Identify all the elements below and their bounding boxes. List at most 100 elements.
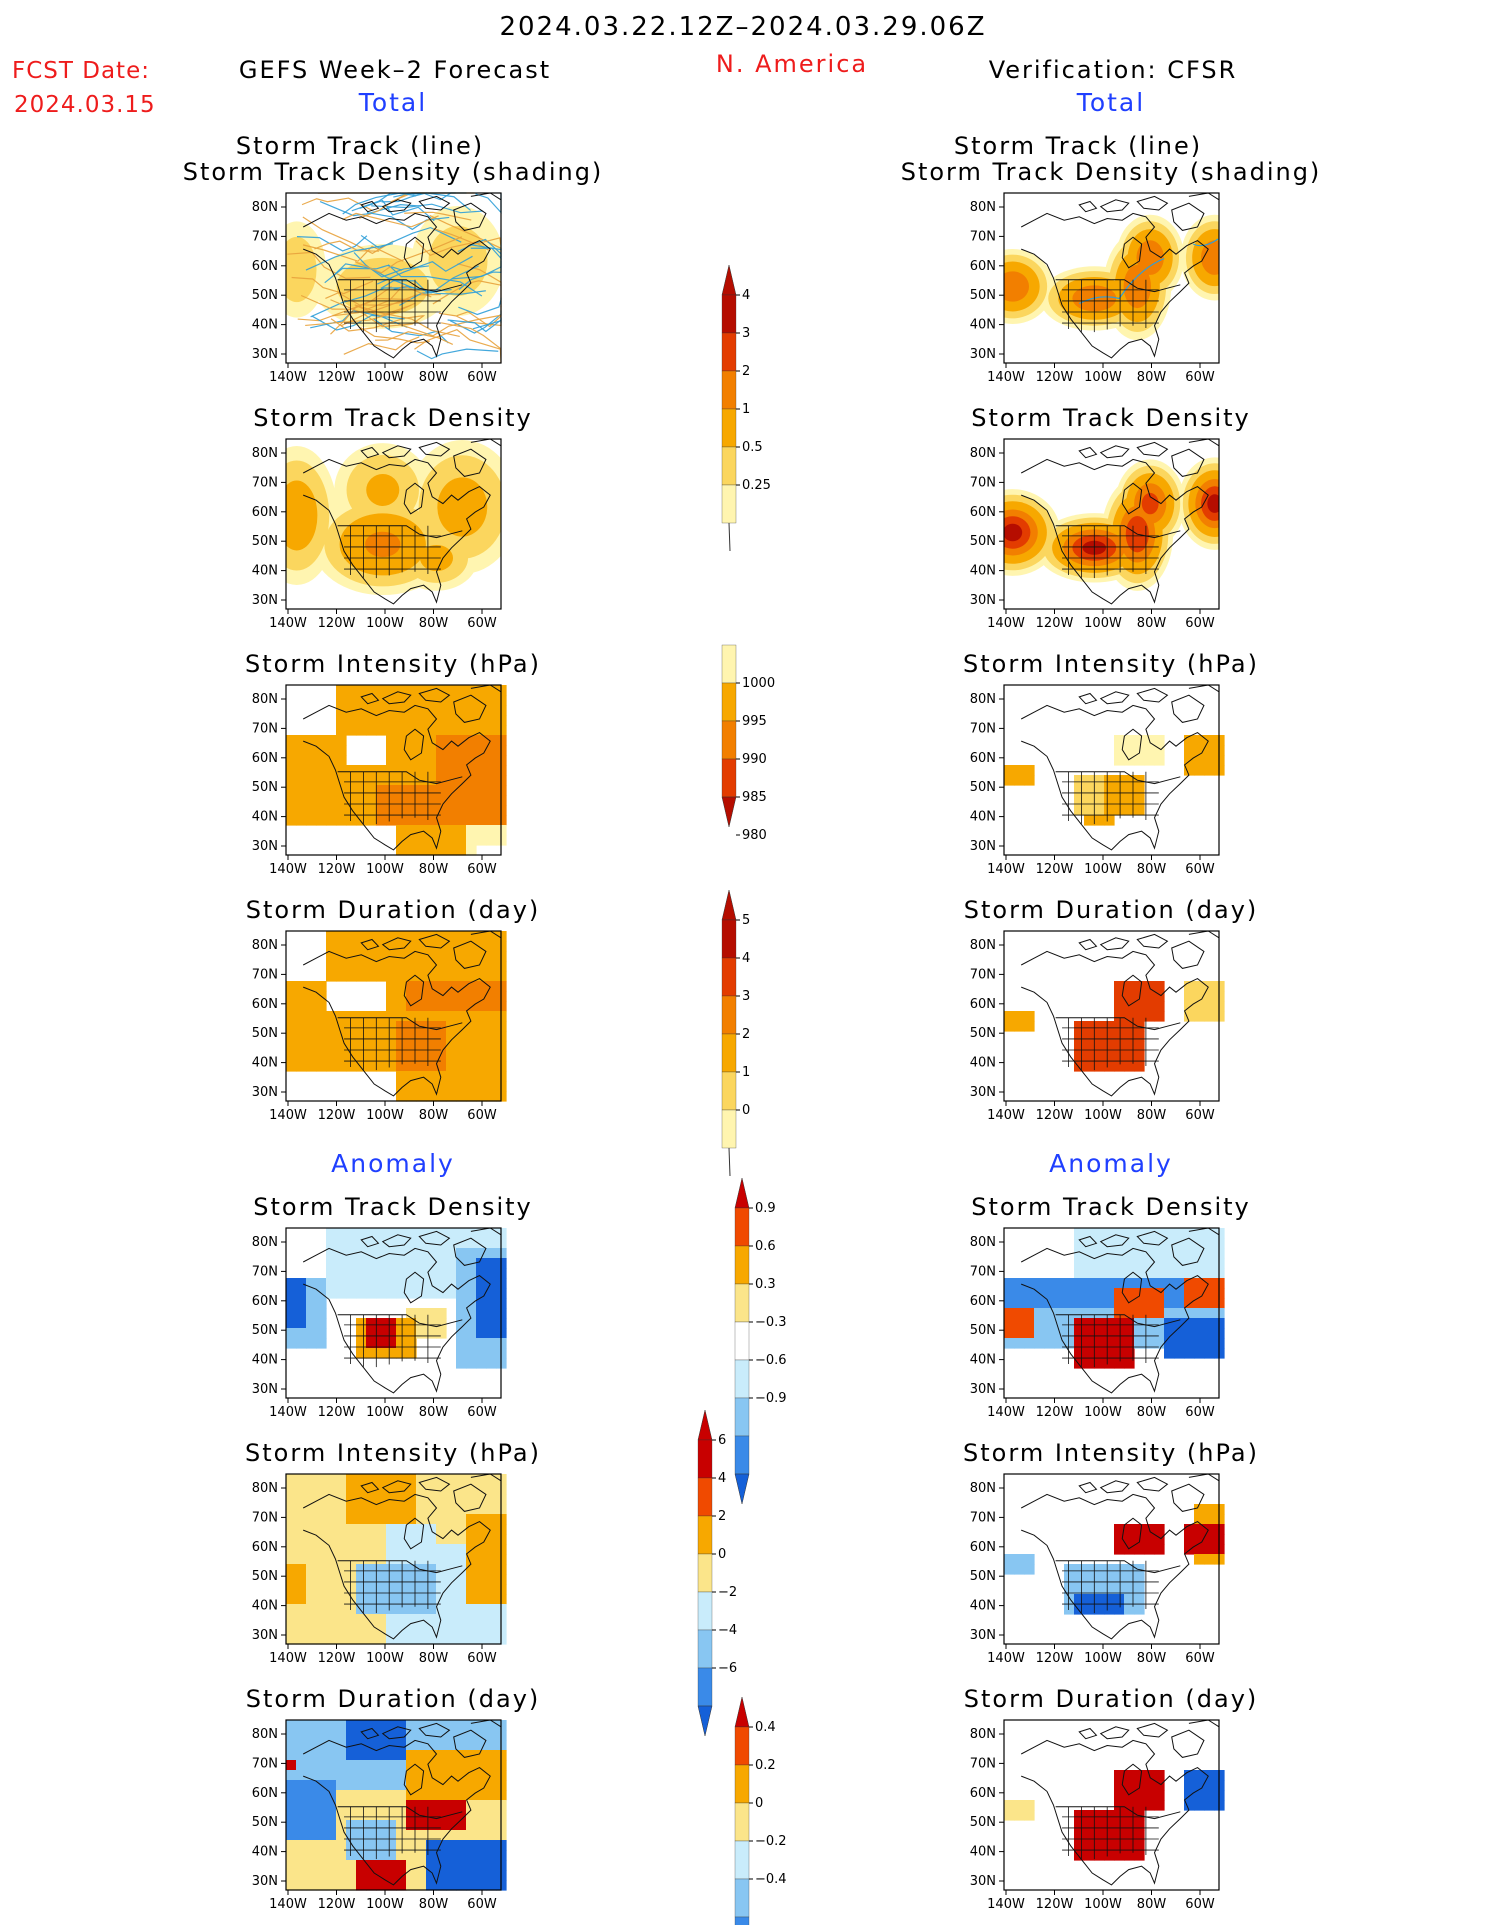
hudson-bay <box>1121 1763 1143 1796</box>
grid-cell <box>456 1514 467 1525</box>
grid-cell <box>486 735 497 746</box>
grid-cell <box>406 1730 417 1741</box>
border-line <box>1055 1560 1181 1574</box>
grid-cell <box>1124 1780 1135 1791</box>
storm-track-line <box>416 348 499 360</box>
grid-cell <box>436 1720 447 1731</box>
grid-cell <box>416 735 427 746</box>
grid-cell <box>1124 1318 1135 1329</box>
grid-cell <box>1044 1318 1055 1329</box>
grid-cell <box>1154 1268 1165 1279</box>
grid-cell <box>1204 745 1215 756</box>
grid-cell <box>316 1730 327 1741</box>
grid-cell <box>346 961 357 972</box>
grid-cell <box>296 755 307 766</box>
grid-cell <box>356 1574 367 1585</box>
grid-cell <box>1134 1830 1145 1841</box>
grid-cell <box>1114 1574 1125 1585</box>
grid-cell <box>376 1780 387 1791</box>
forecast-duration-lon-label: 60W <box>467 1108 497 1123</box>
forecast-anomaly-intensity-lat-label: 40N <box>252 1599 278 1614</box>
colorbar-segment <box>734 1245 750 1285</box>
grid-cell <box>356 1248 367 1259</box>
grid-cell <box>396 1634 407 1645</box>
grid-cell <box>366 1750 377 1761</box>
grid-cell <box>1024 1564 1035 1575</box>
forecast-duration-lat-label: 40N <box>252 1056 278 1071</box>
grid-cell <box>386 805 397 816</box>
grid-cell <box>1084 775 1095 786</box>
grid-cell <box>446 1091 457 1102</box>
grid-cell <box>1104 1338 1115 1349</box>
grid-cell <box>326 1840 337 1851</box>
grid-cell <box>1024 1318 1035 1329</box>
grid-cell <box>406 1268 417 1279</box>
grid-cell <box>306 1554 317 1565</box>
grid-cell <box>436 1800 447 1811</box>
forecast-intensity-lon-label: 120W <box>318 862 356 877</box>
grid-cell <box>1154 991 1165 1002</box>
grid-cell <box>406 1338 417 1349</box>
arctic-island <box>418 933 451 949</box>
forecast-duration-frame <box>285 930 502 1102</box>
grid-cell <box>296 1001 307 1012</box>
forecast-anomaly-intensity-lat-label: 60N <box>252 1540 278 1555</box>
grid-cell <box>416 951 427 962</box>
grid-cell <box>456 1760 467 1771</box>
grid-cell <box>326 775 337 786</box>
grid-cell <box>1104 1348 1115 1359</box>
grid-cell <box>386 695 397 706</box>
grid-cell <box>1084 1031 1095 1042</box>
forecast-intensity-lat-label: 30N <box>252 839 278 854</box>
grid-cell <box>486 825 497 836</box>
grid-cell <box>306 1514 317 1525</box>
grid-cell <box>1014 1810 1025 1821</box>
grid-cell <box>346 1238 357 1249</box>
grid-cell <box>446 1544 457 1555</box>
grid-cell <box>1144 1248 1155 1259</box>
grid-cell <box>476 1318 487 1329</box>
grid-cell <box>1134 1011 1145 1022</box>
grid-cell <box>1154 755 1165 766</box>
grid-cell <box>446 1238 457 1249</box>
grid-cell <box>476 1504 487 1515</box>
grid-cell <box>1124 1584 1135 1595</box>
grid-cell <box>446 1248 457 1259</box>
grid-cell <box>446 1071 457 1082</box>
grid-cell <box>456 795 467 806</box>
verification-track-line-lon-label: 80W <box>1137 370 1167 385</box>
grid-cell <box>366 1840 377 1851</box>
grid-cell <box>346 815 357 826</box>
grid-cell <box>1194 1514 1205 1525</box>
verification-anomaly-density-lon-label: 60W <box>1185 1405 1215 1420</box>
grid-cell <box>316 1554 327 1565</box>
grid-cell <box>1074 1328 1085 1339</box>
grid-cell <box>456 1484 467 1495</box>
grid-cell <box>376 1830 387 1841</box>
grid-cell <box>386 1554 397 1565</box>
arctic-island <box>360 1481 380 1494</box>
grid-cell <box>1134 1041 1145 1052</box>
colorbar-segment <box>734 1726 750 1766</box>
grid-cell <box>1074 1830 1085 1841</box>
grid-cell <box>486 1358 497 1369</box>
grid-cell <box>1204 1544 1215 1555</box>
forecast-anomaly-density-frame <box>285 1227 502 1399</box>
grid-cell <box>1074 1574 1085 1585</box>
grid-cell <box>396 1514 407 1525</box>
grid-cell <box>1194 1348 1205 1359</box>
grid-cell <box>396 1534 407 1545</box>
grid-cell <box>346 1051 357 1062</box>
grid-cell <box>326 815 337 826</box>
grid-cell <box>1194 745 1205 756</box>
arctic-island <box>453 694 487 723</box>
grid-cell <box>436 1504 447 1515</box>
grid-cell <box>1004 1564 1015 1575</box>
grid-cell <box>326 1238 337 1249</box>
forecast-density-lon-label: 140W <box>269 616 307 631</box>
grid-cell <box>376 941 387 952</box>
grid-cell <box>1164 1308 1175 1319</box>
grid-cell <box>396 1800 407 1811</box>
grid-cell <box>376 1544 387 1555</box>
